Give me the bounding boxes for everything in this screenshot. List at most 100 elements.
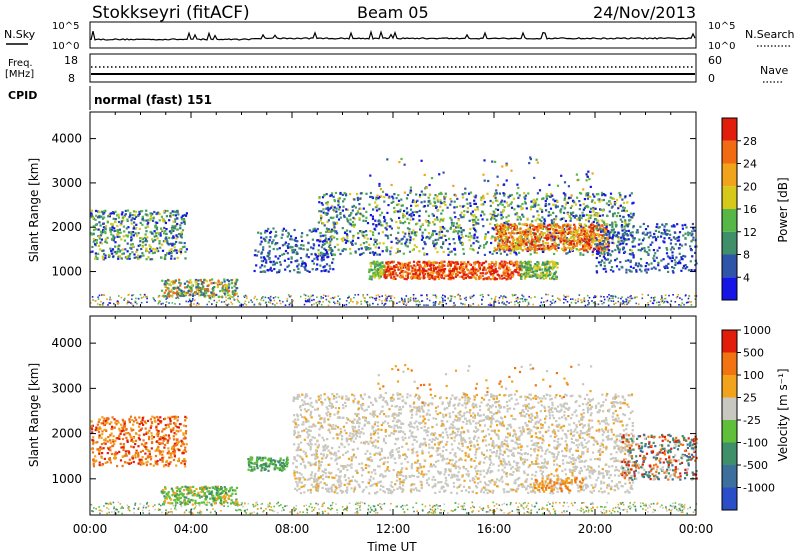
- scatter-cell: [577, 226, 581, 229]
- scatter-cell: [404, 242, 407, 245]
- scatter-cell: [501, 301, 504, 303]
- scatter-cell: [470, 212, 473, 215]
- scatter-cell: [140, 210, 143, 213]
- scatter-cell: [369, 230, 372, 233]
- scatter-cell: [543, 222, 546, 225]
- scatter-cell: [381, 261, 384, 264]
- scatter-cell: [472, 267, 475, 271]
- scatter-cell: [135, 250, 138, 253]
- scatter-cell: [176, 228, 179, 231]
- scatter-cell: [362, 234, 365, 237]
- scatter-cell: [381, 302, 383, 305]
- scatter-cell: [536, 230, 539, 233]
- scatter-cell: [307, 256, 310, 259]
- scatter-cell: [459, 297, 461, 300]
- scatter-cell: [621, 206, 625, 209]
- scatter-cell: [211, 303, 213, 305]
- scatter-cell: [602, 220, 605, 223]
- scatter-cell: [180, 216, 183, 219]
- scatter-cell: [407, 301, 410, 303]
- scatter-cell: [135, 223, 138, 226]
- scatter-cell: [461, 268, 464, 271]
- scatter-cell: [568, 231, 571, 234]
- scatter-cell: [169, 284, 173, 287]
- scatter-cell: [94, 243, 97, 246]
- scatter-cell: [381, 273, 384, 276]
- scatter-cell: [151, 219, 155, 222]
- scatter-cell: [475, 215, 478, 219]
- scatter-cell: [332, 195, 335, 198]
- scatter-cell: [388, 272, 391, 275]
- scatter-cell: [230, 279, 233, 282]
- scatter-cell: [459, 295, 461, 298]
- scatter-cell: [593, 195, 596, 198]
- scatter-cell: [565, 295, 568, 298]
- scatter-cell: [407, 297, 410, 300]
- scatter-cell: [524, 239, 527, 242]
- scatter-cell: [390, 295, 392, 298]
- scatter-cell: [406, 271, 409, 274]
- scatter-cell: [671, 256, 674, 259]
- scatter-cell: [603, 296, 605, 298]
- scatter-cell: [157, 250, 160, 253]
- scatter-cell: [175, 249, 178, 252]
- scatter-cell: [378, 277, 381, 280]
- scatter-cell: [296, 271, 299, 274]
- scatter-cell: [154, 300, 156, 302]
- scatter-cell: [451, 223, 454, 227]
- scatter-cell: [141, 215, 144, 218]
- scatter-cell: [526, 241, 530, 244]
- scatter-cell: [524, 298, 526, 301]
- scatter-cell: [542, 274, 545, 277]
- cpid-mode: normal (fast) 151: [94, 93, 212, 107]
- scatter-cell: [145, 240, 149, 243]
- scatter-cell: [594, 243, 597, 246]
- scatter-cell: [163, 240, 166, 243]
- scatter-cell: [164, 237, 167, 240]
- scatter-cell: [517, 244, 520, 247]
- scatter-cell: [165, 232, 168, 236]
- scatter-cell: [421, 300, 424, 302]
- scatter-cell: [210, 291, 213, 294]
- scatter-cell: [412, 199, 415, 202]
- scatter-cell: [188, 281, 191, 284]
- scatter-cell: [365, 234, 368, 237]
- scatter-cell: [332, 253, 335, 256]
- scatter-cell: [248, 301, 250, 304]
- scatter-cell: [402, 302, 404, 304]
- scatter-cell: [401, 231, 405, 234]
- scatter-cell: [607, 299, 610, 302]
- scatter-cell: [565, 231, 568, 234]
- scatter-cell: [553, 218, 556, 221]
- scatter-cell: [520, 275, 523, 278]
- scatter-cell: [174, 225, 177, 228]
- scatter-cell: [503, 260, 506, 263]
- scatter-cell: [398, 301, 401, 303]
- scatter-cell: [444, 239, 448, 242]
- scatter-cell: [579, 214, 582, 217]
- scatter-cell: [207, 294, 209, 297]
- scatter-cell: [512, 240, 515, 243]
- scatter-cell: [622, 302, 624, 304]
- scatter-cell: [329, 247, 332, 250]
- scatter-cell: [95, 241, 98, 244]
- scatter-cell: [502, 224, 505, 227]
- scatter-cell: [450, 276, 453, 279]
- scatter-cell: [168, 249, 171, 252]
- scatter-cell: [322, 255, 325, 259]
- scatter-cell: [479, 294, 482, 297]
- scatter-cell: [552, 221, 555, 224]
- scatter-cell: [502, 263, 505, 266]
- scatter-cell: [513, 226, 516, 229]
- scatter-cell: [290, 261, 293, 264]
- scatter-cell: [333, 245, 337, 249]
- scatter-cell: [206, 303, 208, 306]
- scatter-cell: [646, 231, 649, 234]
- scatter-cell: [261, 297, 263, 299]
- scatter-cell: [323, 254, 326, 257]
- scatter-cell: [571, 204, 574, 208]
- scatter-cell: [350, 212, 353, 215]
- scatter-cell: [268, 250, 271, 253]
- scatter-cell: [464, 234, 468, 237]
- scatter-cell: [470, 244, 473, 247]
